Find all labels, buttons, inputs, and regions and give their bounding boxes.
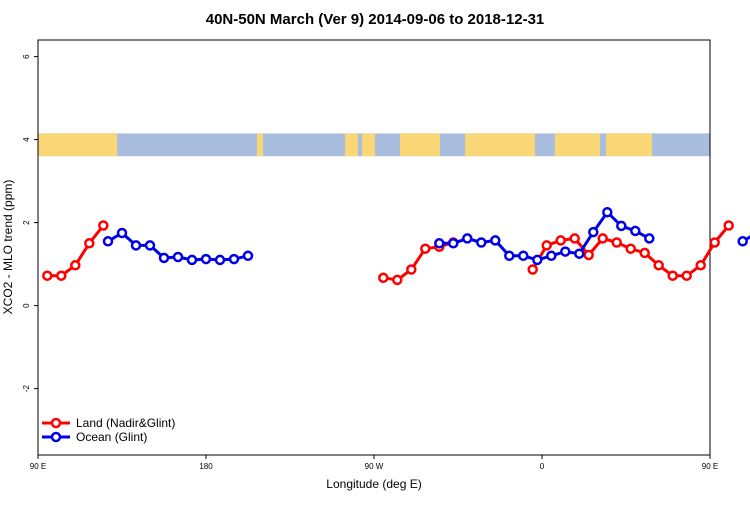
data-point	[144, 240, 156, 251]
data-point	[158, 252, 170, 264]
data-point	[569, 233, 580, 244]
y-tick-label: -2	[22, 384, 31, 392]
data-point	[709, 237, 720, 248]
data-point	[546, 250, 557, 262]
data-point	[228, 253, 240, 265]
data-point	[200, 253, 212, 265]
data-point	[681, 270, 692, 281]
x-tick-label: 90 W	[365, 462, 384, 471]
data-point	[602, 206, 613, 218]
data-point	[42, 270, 53, 281]
legend: Land (Nadir&Glint) Ocean (Glint)	[42, 416, 175, 444]
map-land	[38, 133, 117, 157]
data-point	[644, 233, 655, 244]
legend-land-marker	[50, 417, 62, 429]
map-land	[465, 133, 535, 157]
data-point	[490, 235, 501, 246]
data-point	[130, 240, 142, 251]
data-point	[518, 250, 529, 262]
chart-title: 40N-50N March (Ver 9) 2014-09-06 to 2018…	[206, 11, 545, 28]
data-point	[420, 243, 431, 254]
data-point	[406, 264, 417, 275]
map-land	[606, 133, 652, 157]
series-ocean	[102, 206, 750, 266]
legend-land-label: Land (Nadir&Glint)	[76, 416, 175, 430]
data-point	[532, 254, 543, 266]
data-point	[611, 237, 622, 248]
data-point	[527, 264, 538, 275]
map-band	[38, 133, 710, 157]
data-point	[434, 238, 445, 249]
data-point	[214, 254, 226, 266]
x-axis-label: Longitude (deg E)	[326, 477, 421, 491]
data-point	[476, 237, 487, 248]
y-axis: -2 0 2 4 6	[22, 54, 38, 392]
data-point	[70, 260, 81, 271]
data-point	[462, 233, 473, 244]
data-point	[616, 220, 627, 232]
data-point	[583, 249, 594, 261]
x-tick-label: 180	[199, 462, 213, 471]
data-point	[625, 243, 636, 254]
data-point	[574, 248, 585, 259]
y-tick-label: 2	[22, 220, 31, 225]
data-point	[588, 226, 599, 238]
data-point	[541, 240, 552, 251]
data-point	[737, 236, 748, 247]
data-point	[448, 238, 459, 249]
y-axis-label: XCO2 - MLO trend (ppm)	[1, 180, 15, 315]
data-point	[723, 220, 734, 231]
y-tick-label: 0	[22, 303, 31, 308]
data-point	[695, 260, 706, 271]
data-point	[172, 251, 184, 263]
data-point	[504, 250, 515, 262]
data-point	[84, 238, 95, 249]
series-land	[42, 220, 734, 286]
data-point	[98, 220, 109, 231]
map-land	[555, 133, 600, 157]
legend-ocean-marker	[50, 431, 62, 443]
data-point	[667, 270, 678, 281]
data-point	[555, 235, 566, 246]
data-point	[630, 225, 641, 237]
data-point	[639, 247, 650, 259]
data-point	[597, 233, 608, 244]
x-tick-label: 90 E	[30, 462, 46, 471]
y-tick-label: 6	[22, 54, 31, 59]
map-land	[257, 133, 263, 157]
data-point	[378, 272, 389, 284]
x-tick-label: 90 E	[702, 462, 718, 471]
data-point	[560, 246, 571, 257]
x-tick-label: 0	[540, 462, 545, 471]
map-land	[345, 133, 358, 157]
data-point	[186, 254, 198, 266]
legend-ocean-label: Ocean (Glint)	[76, 430, 147, 444]
series-layer	[42, 206, 750, 286]
map-land	[362, 133, 375, 157]
data-point	[392, 274, 403, 286]
data-point	[116, 227, 128, 239]
data-point	[102, 236, 114, 247]
map-land	[400, 133, 440, 157]
series-line	[439, 210, 651, 262]
data-point	[653, 260, 664, 271]
data-point	[242, 250, 254, 262]
data-point	[56, 270, 67, 281]
y-tick-label: 4	[22, 137, 31, 142]
